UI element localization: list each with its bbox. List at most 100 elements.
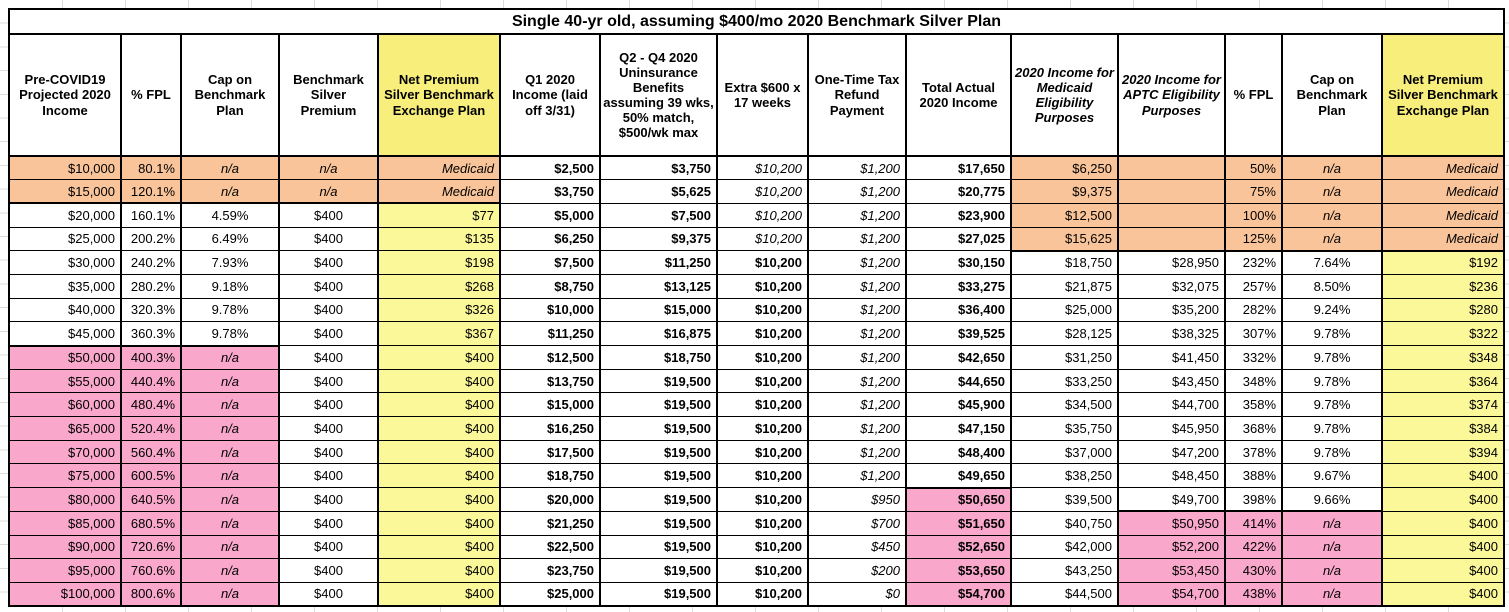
cell[interactable]: 320.3% bbox=[120, 297, 182, 323]
cell[interactable]: 160.1% bbox=[120, 202, 182, 228]
cell[interactable]: $1,200 bbox=[807, 297, 907, 323]
cell[interactable]: $1,200 bbox=[807, 463, 907, 489]
cell[interactable]: 9.78% bbox=[1281, 345, 1383, 370]
cell[interactable]: $54,700 bbox=[905, 581, 1012, 608]
cell[interactable]: $31,250 bbox=[1010, 345, 1119, 370]
cell[interactable]: $19,500 bbox=[599, 368, 718, 394]
cell[interactable]: $19,500 bbox=[599, 510, 718, 536]
cell[interactable]: 50% bbox=[1224, 155, 1283, 181]
cell[interactable]: 360.3% bbox=[120, 321, 182, 346]
cell[interactable]: $0 bbox=[807, 581, 907, 608]
column-header[interactable]: Cap on Benchmark Plan bbox=[180, 33, 280, 157]
cell[interactable]: $45,000 bbox=[8, 321, 122, 346]
cell[interactable]: $400 bbox=[377, 534, 501, 560]
cell[interactable]: $15,625 bbox=[1010, 226, 1119, 252]
cell[interactable]: $48,400 bbox=[905, 439, 1012, 465]
cell[interactable]: $1,200 bbox=[807, 155, 907, 181]
cell[interactable]: Medicaid bbox=[1381, 202, 1505, 228]
cell[interactable]: $28,950 bbox=[1117, 249, 1226, 275]
cell[interactable]: n/a bbox=[180, 487, 280, 512]
cell[interactable]: $400 bbox=[377, 439, 501, 465]
cell[interactable]: 358% bbox=[1224, 392, 1283, 418]
cell[interactable]: $50,950 bbox=[1117, 510, 1226, 536]
cell[interactable]: n/a bbox=[180, 416, 280, 441]
cell[interactable]: $37,000 bbox=[1010, 439, 1119, 465]
cell[interactable]: $400 bbox=[278, 226, 379, 252]
cell[interactable]: $374 bbox=[1381, 392, 1505, 418]
cell[interactable]: $39,525 bbox=[905, 321, 1012, 346]
cell[interactable]: $322 bbox=[1381, 321, 1505, 346]
cell[interactable]: $400 bbox=[377, 463, 501, 489]
cell[interactable]: $10,200 bbox=[716, 439, 809, 465]
cell[interactable]: $10,200 bbox=[716, 155, 809, 181]
cell[interactable]: $6,250 bbox=[1010, 155, 1119, 181]
cell[interactable]: $400 bbox=[377, 558, 501, 583]
cell[interactable]: $268 bbox=[377, 273, 501, 299]
cell[interactable]: $400 bbox=[278, 439, 379, 465]
cell[interactable]: $23,750 bbox=[499, 558, 601, 583]
cell[interactable]: $10,200 bbox=[716, 273, 809, 299]
cell[interactable]: 640.5% bbox=[120, 487, 182, 512]
cell[interactable]: $400 bbox=[278, 273, 379, 299]
cell[interactable]: 800.6% bbox=[120, 581, 182, 608]
cell[interactable]: $12,500 bbox=[499, 345, 601, 370]
cell[interactable]: 9.78% bbox=[1281, 392, 1383, 418]
cell[interactable]: 282% bbox=[1224, 297, 1283, 323]
cell[interactable]: n/a bbox=[278, 155, 379, 181]
cell[interactable]: $10,200 bbox=[716, 534, 809, 560]
cell[interactable]: $400 bbox=[377, 487, 501, 512]
cell[interactable]: $10,200 bbox=[716, 250, 809, 275]
cell[interactable]: 8.50% bbox=[1281, 273, 1383, 299]
cell[interactable]: 7.64% bbox=[1281, 249, 1383, 275]
cell[interactable]: $3,750 bbox=[599, 155, 718, 181]
cell[interactable]: $25,000 bbox=[499, 581, 601, 608]
cell[interactable]: $65,000 bbox=[8, 416, 122, 441]
cell[interactable]: $30,150 bbox=[905, 250, 1012, 275]
cell[interactable]: $1,200 bbox=[807, 368, 907, 394]
cell[interactable]: Medicaid bbox=[1381, 226, 1505, 252]
cell[interactable]: $384 bbox=[1381, 416, 1505, 441]
cell[interactable]: Medicaid bbox=[377, 179, 501, 204]
cell[interactable]: n/a bbox=[180, 463, 280, 489]
cell[interactable]: $394 bbox=[1381, 439, 1505, 465]
cell[interactable]: $53,650 bbox=[905, 558, 1012, 583]
column-header[interactable]: Total Actual 2020 Income bbox=[905, 33, 1012, 157]
cell[interactable]: $19,500 bbox=[599, 487, 718, 512]
cell[interactable]: $400 bbox=[377, 510, 501, 536]
cell[interactable] bbox=[1117, 226, 1226, 252]
cell[interactable]: $400 bbox=[278, 534, 379, 560]
cell[interactable]: $19,500 bbox=[599, 534, 718, 560]
cell[interactable]: $45,900 bbox=[905, 392, 1012, 418]
cell[interactable]: $40,000 bbox=[8, 297, 122, 323]
cell[interactable]: 120.1% bbox=[120, 179, 182, 204]
cell[interactable]: n/a bbox=[180, 510, 280, 536]
cell[interactable]: n/a bbox=[180, 368, 280, 394]
cell[interactable]: $1,200 bbox=[807, 439, 907, 465]
cell[interactable]: $25,000 bbox=[8, 226, 122, 252]
column-header[interactable]: 2020 Income for APTC Eligibility Purpose… bbox=[1117, 33, 1226, 157]
cell[interactable]: $21,250 bbox=[499, 510, 601, 536]
column-header[interactable]: Pre-COVID19 Projected 2020 Income bbox=[8, 33, 122, 157]
cell[interactable]: $19,500 bbox=[599, 581, 718, 608]
cell[interactable]: n/a bbox=[180, 344, 280, 370]
cell[interactable]: $21,875 bbox=[1010, 273, 1119, 299]
column-header[interactable]: Benchmark Silver Premium bbox=[278, 33, 379, 157]
cell[interactable]: $9,375 bbox=[599, 226, 718, 252]
cell[interactable]: $400 bbox=[1381, 581, 1505, 608]
cell[interactable]: $280 bbox=[1381, 297, 1505, 323]
cell[interactable]: $40,750 bbox=[1010, 510, 1119, 536]
cell[interactable]: n/a bbox=[1281, 510, 1383, 536]
cell[interactable]: $10,200 bbox=[716, 345, 809, 370]
cell[interactable]: n/a bbox=[180, 534, 280, 560]
cell[interactable]: $1,200 bbox=[807, 392, 907, 418]
cell[interactable]: $10,200 bbox=[716, 510, 809, 536]
cell[interactable]: $6,250 bbox=[499, 226, 601, 252]
cell[interactable]: $198 bbox=[377, 250, 501, 275]
cell[interactable]: n/a bbox=[1281, 534, 1383, 560]
cell[interactable]: 440.4% bbox=[120, 368, 182, 394]
cell[interactable]: $1,200 bbox=[807, 321, 907, 346]
cell[interactable]: $19,500 bbox=[599, 416, 718, 441]
column-header[interactable]: Extra $600 x 17 weeks bbox=[716, 33, 809, 157]
cell[interactable]: n/a bbox=[180, 392, 280, 418]
cell[interactable]: 9.67% bbox=[1281, 463, 1383, 489]
